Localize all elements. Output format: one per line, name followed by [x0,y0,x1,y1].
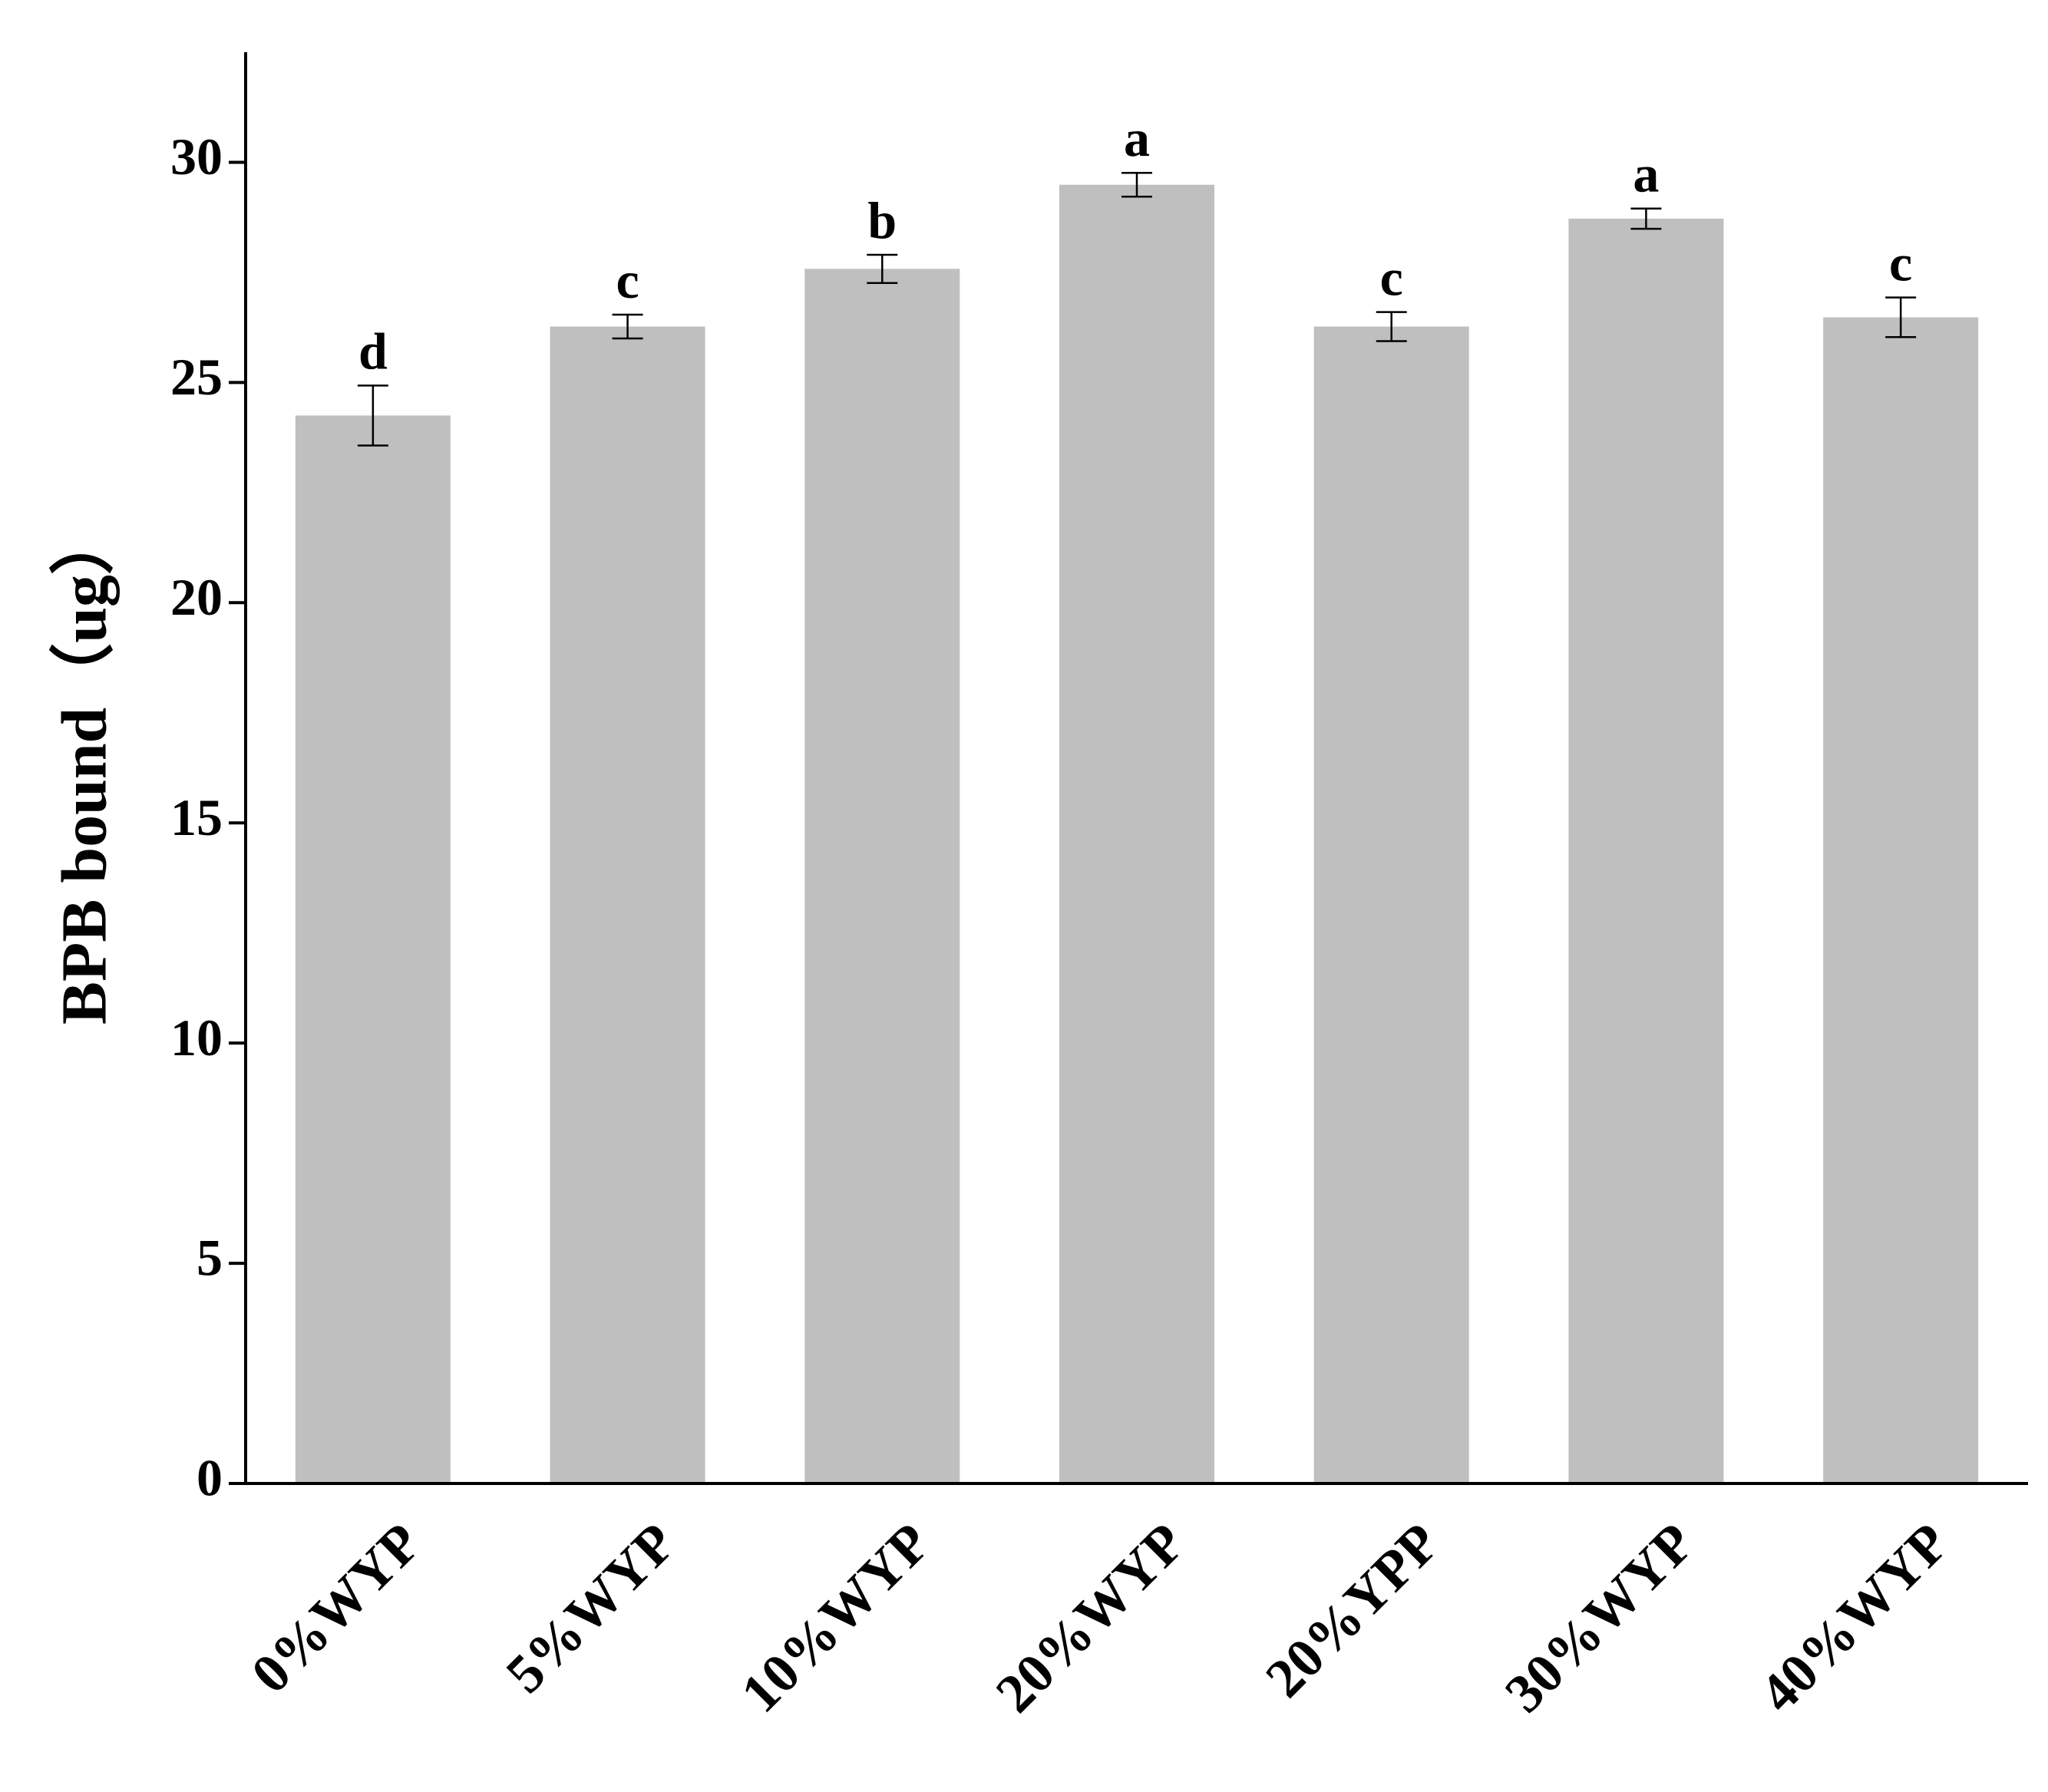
bar [1823,317,1979,1484]
annotation: c [1380,249,1403,307]
x-tick-label: 40%WYP [1748,1511,1960,1724]
y-axis-label: BPB bound（ug） [48,510,120,1025]
y-tick-label: 25 [170,348,223,406]
bar [804,269,960,1484]
bar [550,326,705,1484]
x-tick-label: 0%WYP [239,1511,433,1705]
x-tick-label: 5%WYP [494,1511,688,1705]
bar [295,415,451,1483]
annotation: b [867,191,897,249]
y-tick-label: 5 [197,1229,223,1287]
x-tick-label: 20%YPP [1254,1511,1451,1708]
annotation: d [358,322,388,380]
y-tick-label: 0 [197,1449,223,1507]
x-tick-label: 20%WYP [984,1511,1197,1724]
bar [1059,184,1214,1484]
y-tick-label: 30 [170,127,223,186]
annotation: a [1633,145,1659,203]
x-tick-label: 10%WYP [729,1511,942,1724]
bar [1568,218,1724,1484]
annotation: c [1889,234,1912,292]
x-tick-label: 30%WYP [1493,1511,1706,1724]
y-tick-label: 20 [170,568,223,626]
annotation: a [1124,109,1150,167]
annotation: c [616,251,639,309]
bar [1313,326,1469,1484]
y-tick-label: 10 [170,1008,223,1067]
y-tick-label: 15 [170,788,223,846]
